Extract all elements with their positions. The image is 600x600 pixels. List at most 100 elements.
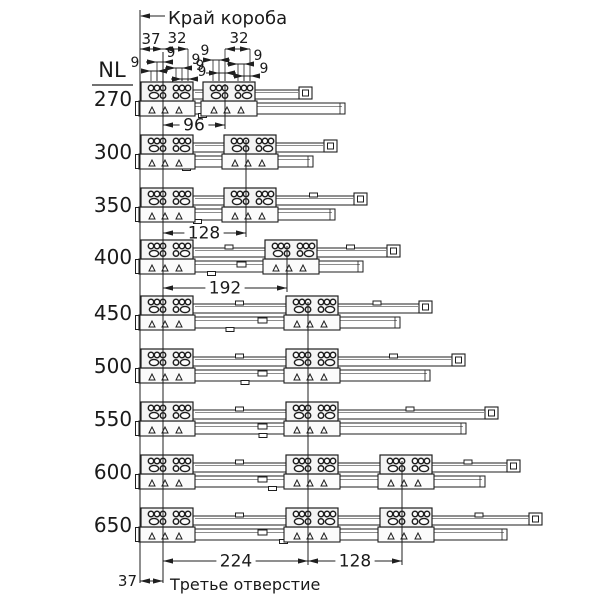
screw-hole	[234, 92, 242, 99]
flange-triangle	[148, 425, 156, 434]
arrowhead-icon	[236, 230, 246, 236]
screw-hole	[178, 84, 186, 92]
screw-hole	[323, 298, 331, 306]
screw-hole	[178, 457, 186, 465]
screw-hole	[147, 298, 155, 306]
flange-triangle	[387, 478, 395, 487]
screw-hole	[386, 457, 394, 465]
rail-tab	[389, 353, 398, 359]
slot-hole	[148, 517, 160, 526]
screw-hole	[184, 298, 192, 306]
screw-hole	[323, 457, 331, 465]
dimension: 224	[163, 552, 308, 572]
flange-triangle	[175, 158, 183, 167]
screw-hole	[147, 190, 155, 198]
slot-hole	[148, 411, 160, 420]
dim-label: 9	[196, 58, 205, 74]
arrowhead-icon	[163, 558, 173, 564]
screw-hole	[172, 412, 180, 419]
slide-row-450	[135, 295, 433, 332]
slot-hole	[387, 517, 399, 526]
slot-hole	[179, 91, 191, 100]
screw-hole	[147, 457, 155, 465]
end-bracket-hole	[532, 515, 539, 523]
dimension: 96	[163, 116, 225, 136]
flange-triangle	[293, 372, 301, 381]
screw-hole	[184, 510, 192, 518]
flange-triangle	[258, 158, 266, 167]
arrowhead-icon	[298, 558, 308, 564]
arrowhead-icon	[203, 57, 213, 63]
mounting-flange	[283, 420, 341, 437]
screw-hole	[317, 412, 325, 419]
slot-hole	[324, 464, 336, 473]
slot-hole	[387, 464, 399, 473]
dim-label: 37	[118, 572, 137, 590]
slot-hole	[179, 517, 191, 526]
dimension: 9	[146, 45, 175, 81]
flange-triangle	[293, 319, 301, 328]
slot-hole	[324, 358, 336, 367]
screw-hole	[172, 145, 180, 152]
screw-hole	[236, 137, 244, 145]
mounting-flange	[283, 367, 341, 384]
flange-triangle	[148, 372, 156, 381]
nl-value: 600	[94, 460, 132, 484]
screw-hole	[246, 84, 254, 92]
screw-hole	[298, 457, 306, 465]
slot-hole	[293, 411, 305, 420]
flange-triangle	[320, 372, 328, 381]
screw-hole	[292, 351, 300, 359]
screw-hole	[178, 510, 186, 518]
screw-hole	[178, 404, 186, 412]
screw-hole	[298, 351, 306, 359]
slide-row-600	[135, 454, 521, 491]
slot-hole	[231, 197, 243, 206]
arrowhead-icon	[240, 46, 250, 52]
flange-triangle	[210, 105, 218, 114]
screw-hole	[329, 457, 337, 465]
screw-hole	[411, 518, 419, 525]
mounting-flange	[138, 258, 196, 275]
flange-triangle	[148, 319, 156, 328]
slide-row-270	[135, 81, 346, 118]
screw-hole	[255, 145, 263, 152]
screw-hole	[411, 465, 419, 472]
flange-triangle	[414, 478, 422, 487]
screw-hole	[308, 242, 316, 250]
arrowhead-icon	[228, 61, 238, 67]
screw-hole	[317, 404, 325, 412]
mounting-flange	[138, 314, 196, 331]
flange-triangle	[320, 478, 328, 487]
screw-hole	[423, 510, 431, 518]
screw-hole	[172, 298, 180, 306]
screw-hole	[292, 457, 300, 465]
flange-triangle	[175, 425, 183, 434]
flange-triangle	[148, 478, 156, 487]
end-bracket-hole	[390, 247, 397, 255]
screw-hole	[298, 298, 306, 306]
screw-hole	[329, 510, 337, 518]
mounting-flange	[283, 526, 341, 543]
mounting-flange	[221, 206, 279, 223]
slot-hole	[179, 197, 191, 206]
rail-tab	[309, 192, 318, 198]
slide-row-500	[135, 348, 466, 385]
flange-triangle	[175, 263, 183, 272]
rail-tab	[405, 406, 415, 412]
flange-triangle	[148, 211, 156, 220]
arrowhead-icon	[163, 122, 173, 128]
screw-hole	[172, 84, 180, 92]
screw-hole	[147, 510, 155, 518]
dimension: 9	[201, 43, 230, 81]
slide-row-400	[135, 239, 401, 276]
nl-value: 300	[94, 140, 132, 164]
nl-value: 650	[94, 513, 132, 537]
screw-hole	[323, 351, 331, 359]
arrowhead-icon	[244, 61, 254, 67]
arrowhead-icon	[153, 46, 163, 52]
flange-triangle	[231, 158, 239, 167]
screw-hole	[184, 351, 192, 359]
screw-hole	[184, 242, 192, 250]
mounting-flange	[138, 100, 196, 117]
